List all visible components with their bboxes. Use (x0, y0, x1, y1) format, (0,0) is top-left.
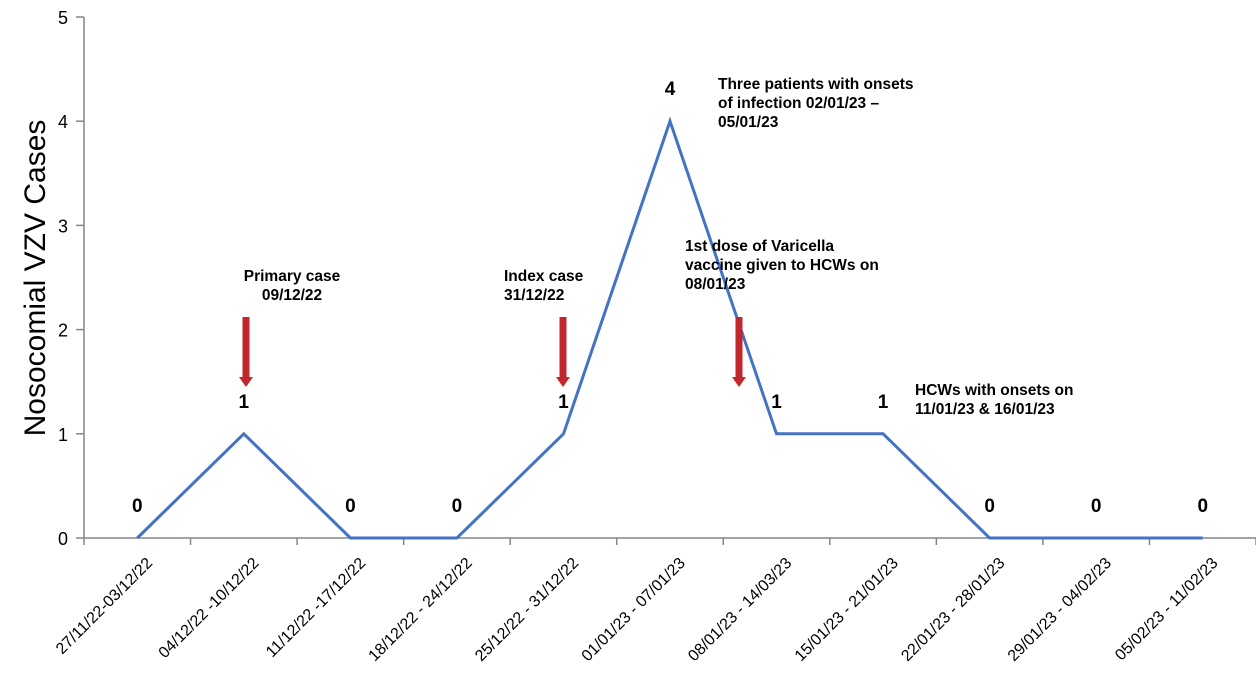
data-label: 1 (878, 392, 889, 413)
annotation-text: Primary case (244, 268, 341, 285)
annotation-text: of infection 02/01/23 – (718, 95, 879, 112)
annotation-text: Three patients with onsets (718, 76, 914, 93)
y-tick-label: 2 (58, 321, 68, 341)
data-label: 0 (132, 496, 143, 517)
series-line (136, 116, 1203, 540)
annotation: Three patients with onsets of infection 0… (718, 76, 914, 131)
down-arrow-icon (735, 317, 743, 378)
y-tick-label: 4 (58, 112, 68, 132)
x-tick-label: 08/01/23 - 14/03/23 (685, 555, 795, 665)
annotation-text: 11/01/23 & 16/01/23 (915, 401, 1055, 418)
y-tick-label: 0 (58, 529, 68, 549)
data-label: 0 (1091, 496, 1102, 517)
down-arrow-icon (559, 317, 567, 378)
x-tick-label: 27/11/22-03/12/22 (53, 555, 156, 658)
down-arrow-head-icon (556, 377, 570, 387)
x-tick-label: 29/01/23 - 04/02/23 (1005, 555, 1115, 665)
x-tick-label: 22/01/23 - 28/01/23 (898, 555, 1008, 665)
x-axis-ticks: 27/11/22-03/12/22 04/12/22 -10/12/22 11/12… (53, 538, 1256, 665)
annotation-text: HCWs with onsets on (915, 382, 1073, 399)
annotation: 1st dose of Varicella vaccine given to HC… (685, 238, 879, 387)
data-label: 0 (984, 496, 995, 517)
x-tick-label: 15/01/23 - 21/01/23 (792, 555, 902, 665)
annotation-text: 09/12/22 (262, 287, 322, 304)
down-arrow-head-icon (732, 377, 746, 387)
y-tick-label: 5 (58, 8, 68, 28)
annotations: Primary case 09/12/22 Index case 31/12/22 Th… (239, 76, 1073, 418)
x-tick-label: 18/12/22 - 24/12/22 (366, 555, 476, 665)
down-arrow-head-icon (239, 377, 253, 387)
annotation-text: Index case (504, 268, 584, 285)
annotation-text: 1st dose of Varicella (685, 238, 834, 255)
data-label: 1 (558, 392, 569, 413)
annotation: Index case 31/12/22 (504, 268, 584, 387)
x-tick-label: 25/12/22 - 31/12/22 (472, 555, 582, 665)
data-label: 1 (771, 392, 782, 413)
data-label: 0 (1197, 496, 1208, 517)
annotation: Primary case 09/12/22 (239, 268, 341, 387)
x-tick-label: 04/12/22 -10/12/22 (156, 555, 263, 662)
y-axis-ticks: 0 1 2 3 4 5 (58, 8, 84, 549)
data-label: 1 (239, 392, 250, 413)
annotation-text: 31/12/22 (504, 287, 564, 304)
annotation-text: 08/01/23 (685, 276, 746, 293)
data-labels: 0 1 0 0 1 4 1 1 0 0 0 (132, 79, 1208, 517)
y-tick-label: 3 (58, 216, 68, 236)
x-tick-label: 01/01/23 - 07/01/23 (579, 555, 689, 665)
down-arrow-icon (242, 317, 250, 378)
annotation-text: vaccine given to HCWs on (685, 257, 879, 274)
annotation-text: 05/01/23 (718, 114, 779, 131)
x-tick-label: 11/12/22 -17/12/22 (263, 555, 369, 661)
data-label: 4 (665, 79, 676, 100)
x-tick-label: 05/02/23 - 11/02/23 (1112, 555, 1221, 664)
data-label: 0 (452, 496, 463, 517)
y-axis-title: Nosocomial VZV Cases (19, 120, 52, 437)
series (136, 116, 1203, 540)
annotation: HCWs with onsets on 11/01/23 & 16/01/23 (915, 382, 1073, 418)
y-tick-label: 1 (58, 425, 68, 445)
data-label: 0 (345, 496, 356, 517)
